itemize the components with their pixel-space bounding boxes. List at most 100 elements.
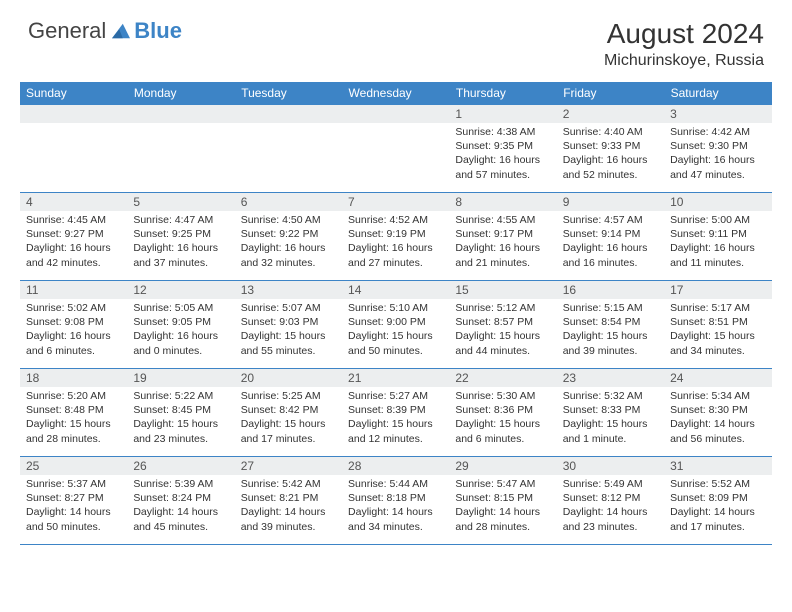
day-body: Sunrise: 4:55 AMSunset: 9:17 PMDaylight:… [449, 211, 556, 280]
day-number: 25 [20, 457, 127, 475]
day-number: 5 [127, 193, 234, 211]
day-body: Sunrise: 5:15 AMSunset: 8:54 PMDaylight:… [557, 299, 664, 368]
calendar-week-row: 1Sunrise: 4:38 AMSunset: 9:35 PMDaylight… [20, 105, 772, 193]
day-number: 23 [557, 369, 664, 387]
weekday-header: Sunday [20, 82, 127, 105]
day-number: 15 [449, 281, 556, 299]
day-number: 24 [664, 369, 771, 387]
calendar-day-cell: 3Sunrise: 4:42 AMSunset: 9:30 PMDaylight… [664, 105, 771, 193]
day-number: 29 [449, 457, 556, 475]
calendar-day-cell: 19Sunrise: 5:22 AMSunset: 8:45 PMDayligh… [127, 369, 234, 457]
day-body-empty [342, 123, 449, 192]
calendar-day-cell: 6Sunrise: 4:50 AMSunset: 9:22 PMDaylight… [235, 193, 342, 281]
day-number-empty [235, 105, 342, 123]
calendar-body: 1Sunrise: 4:38 AMSunset: 9:35 PMDaylight… [20, 105, 772, 545]
day-number: 17 [664, 281, 771, 299]
day-number: 6 [235, 193, 342, 211]
day-body: Sunrise: 5:25 AMSunset: 8:42 PMDaylight:… [235, 387, 342, 456]
day-body: Sunrise: 5:07 AMSunset: 9:03 PMDaylight:… [235, 299, 342, 368]
day-number: 13 [235, 281, 342, 299]
day-number: 11 [20, 281, 127, 299]
calendar-day-cell: 28Sunrise: 5:44 AMSunset: 8:18 PMDayligh… [342, 457, 449, 545]
calendar-day-cell: 12Sunrise: 5:05 AMSunset: 9:05 PMDayligh… [127, 281, 234, 369]
day-number: 28 [342, 457, 449, 475]
calendar-day-cell: 16Sunrise: 5:15 AMSunset: 8:54 PMDayligh… [557, 281, 664, 369]
day-number: 2 [557, 105, 664, 123]
calendar-day-cell: 2Sunrise: 4:40 AMSunset: 9:33 PMDaylight… [557, 105, 664, 193]
calendar-day-cell: 22Sunrise: 5:30 AMSunset: 8:36 PMDayligh… [449, 369, 556, 457]
brand-part2: Blue [134, 18, 182, 44]
day-body: Sunrise: 5:05 AMSunset: 9:05 PMDaylight:… [127, 299, 234, 368]
calendar-day-cell: 25Sunrise: 5:37 AMSunset: 8:27 PMDayligh… [20, 457, 127, 545]
calendar-day-cell: 14Sunrise: 5:10 AMSunset: 9:00 PMDayligh… [342, 281, 449, 369]
calendar-day-cell: 24Sunrise: 5:34 AMSunset: 8:30 PMDayligh… [664, 369, 771, 457]
day-body: Sunrise: 5:44 AMSunset: 8:18 PMDaylight:… [342, 475, 449, 544]
calendar-day-cell: 1Sunrise: 4:38 AMSunset: 9:35 PMDaylight… [449, 105, 556, 193]
day-body: Sunrise: 5:20 AMSunset: 8:48 PMDaylight:… [20, 387, 127, 456]
day-body: Sunrise: 5:32 AMSunset: 8:33 PMDaylight:… [557, 387, 664, 456]
brand-logo: General Blue [28, 18, 182, 44]
weekday-header: Friday [557, 82, 664, 105]
calendar-table: Sunday Monday Tuesday Wednesday Thursday… [20, 82, 772, 545]
title-block: August 2024 Michurinskoye, Russia [604, 18, 764, 70]
day-number: 27 [235, 457, 342, 475]
day-number: 26 [127, 457, 234, 475]
day-body: Sunrise: 4:40 AMSunset: 9:33 PMDaylight:… [557, 123, 664, 192]
day-number: 3 [664, 105, 771, 123]
calendar-day-cell: 30Sunrise: 5:49 AMSunset: 8:12 PMDayligh… [557, 457, 664, 545]
calendar-week-row: 18Sunrise: 5:20 AMSunset: 8:48 PMDayligh… [20, 369, 772, 457]
calendar-day-cell [127, 105, 234, 193]
day-number-empty [127, 105, 234, 123]
page-subtitle: Michurinskoye, Russia [604, 52, 764, 70]
day-number: 1 [449, 105, 556, 123]
day-body: Sunrise: 5:27 AMSunset: 8:39 PMDaylight:… [342, 387, 449, 456]
weekday-header: Monday [127, 82, 234, 105]
calendar-day-cell: 8Sunrise: 4:55 AMSunset: 9:17 PMDaylight… [449, 193, 556, 281]
day-body: Sunrise: 5:47 AMSunset: 8:15 PMDaylight:… [449, 475, 556, 544]
weekday-header: Wednesday [342, 82, 449, 105]
day-number: 19 [127, 369, 234, 387]
day-body: Sunrise: 5:37 AMSunset: 8:27 PMDaylight:… [20, 475, 127, 544]
calendar-day-cell: 21Sunrise: 5:27 AMSunset: 8:39 PMDayligh… [342, 369, 449, 457]
calendar-day-cell: 5Sunrise: 4:47 AMSunset: 9:25 PMDaylight… [127, 193, 234, 281]
day-number-empty [20, 105, 127, 123]
day-number: 18 [20, 369, 127, 387]
calendar-week-row: 25Sunrise: 5:37 AMSunset: 8:27 PMDayligh… [20, 457, 772, 545]
day-body: Sunrise: 5:22 AMSunset: 8:45 PMDaylight:… [127, 387, 234, 456]
day-number: 22 [449, 369, 556, 387]
day-number: 30 [557, 457, 664, 475]
day-body: Sunrise: 5:30 AMSunset: 8:36 PMDaylight:… [449, 387, 556, 456]
calendar-day-cell: 27Sunrise: 5:42 AMSunset: 8:21 PMDayligh… [235, 457, 342, 545]
day-body: Sunrise: 5:02 AMSunset: 9:08 PMDaylight:… [20, 299, 127, 368]
weekday-header: Tuesday [235, 82, 342, 105]
day-number: 12 [127, 281, 234, 299]
calendar-day-cell: 23Sunrise: 5:32 AMSunset: 8:33 PMDayligh… [557, 369, 664, 457]
day-body: Sunrise: 5:10 AMSunset: 9:00 PMDaylight:… [342, 299, 449, 368]
day-number: 4 [20, 193, 127, 211]
day-body: Sunrise: 4:50 AMSunset: 9:22 PMDaylight:… [235, 211, 342, 280]
calendar-week-row: 11Sunrise: 5:02 AMSunset: 9:08 PMDayligh… [20, 281, 772, 369]
calendar-day-cell [342, 105, 449, 193]
brand-sail-icon [110, 22, 132, 40]
day-body: Sunrise: 4:38 AMSunset: 9:35 PMDaylight:… [449, 123, 556, 192]
weekday-header: Saturday [664, 82, 771, 105]
calendar-day-cell: 26Sunrise: 5:39 AMSunset: 8:24 PMDayligh… [127, 457, 234, 545]
calendar-day-cell: 10Sunrise: 5:00 AMSunset: 9:11 PMDayligh… [664, 193, 771, 281]
day-body-empty [127, 123, 234, 192]
day-number: 10 [664, 193, 771, 211]
day-body: Sunrise: 5:12 AMSunset: 8:57 PMDaylight:… [449, 299, 556, 368]
calendar-day-cell: 11Sunrise: 5:02 AMSunset: 9:08 PMDayligh… [20, 281, 127, 369]
day-number: 31 [664, 457, 771, 475]
calendar-day-cell: 7Sunrise: 4:52 AMSunset: 9:19 PMDaylight… [342, 193, 449, 281]
weekday-header: Thursday [449, 82, 556, 105]
page-header: General Blue August 2024 Michurinskoye, … [0, 0, 792, 76]
day-number: 8 [449, 193, 556, 211]
day-body: Sunrise: 5:34 AMSunset: 8:30 PMDaylight:… [664, 387, 771, 456]
day-number: 21 [342, 369, 449, 387]
calendar-day-cell: 13Sunrise: 5:07 AMSunset: 9:03 PMDayligh… [235, 281, 342, 369]
day-body: Sunrise: 5:39 AMSunset: 8:24 PMDaylight:… [127, 475, 234, 544]
day-number: 20 [235, 369, 342, 387]
day-number: 14 [342, 281, 449, 299]
day-body-empty [235, 123, 342, 192]
calendar-day-cell: 18Sunrise: 5:20 AMSunset: 8:48 PMDayligh… [20, 369, 127, 457]
